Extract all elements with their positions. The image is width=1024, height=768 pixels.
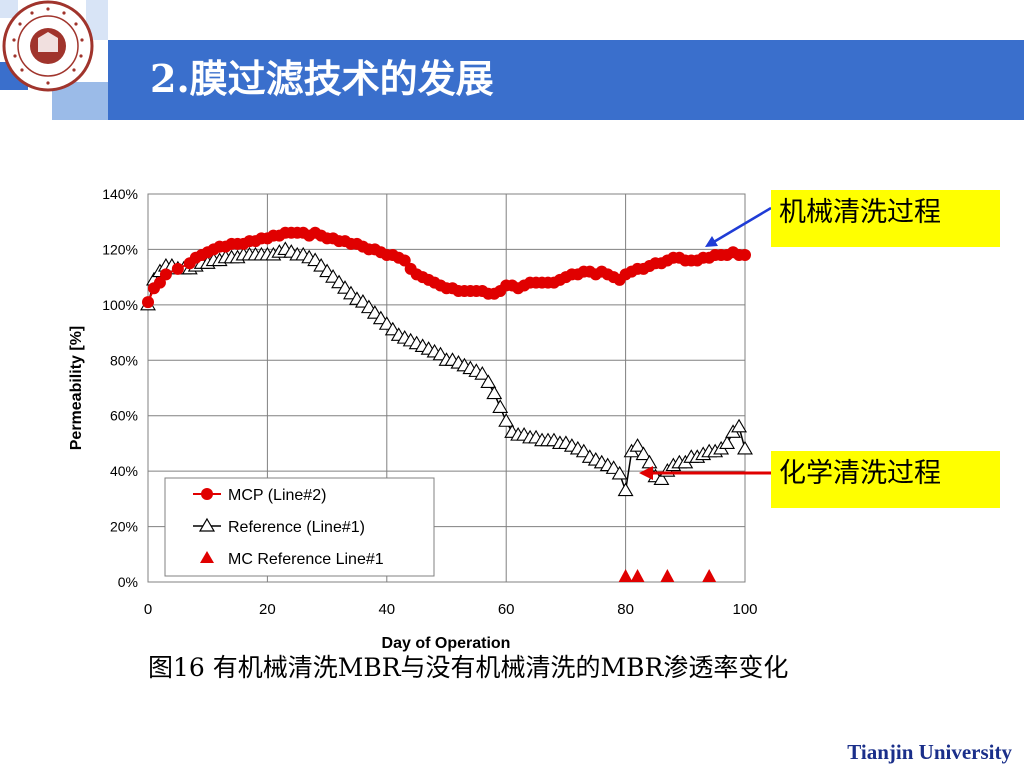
data-point-reference	[486, 385, 503, 400]
data-point-mcp	[142, 296, 154, 309]
chemical-cleaning-arrowhead	[639, 466, 653, 480]
series-mc-reference	[618, 569, 717, 582]
figure-caption: 图16 有机械清洗MBR与没有机械清洗的MBR渗透率变化	[148, 653, 789, 682]
y-axis-label: Permeability [%]	[68, 326, 85, 450]
legend-entry-mc-reference: MC Reference Line#1	[200, 551, 384, 568]
x-tick-label: 80	[617, 601, 634, 618]
mechanical-cleaning-arrowhead	[705, 236, 718, 247]
data-point-reference	[617, 482, 634, 497]
data-point-mc-reference	[630, 569, 645, 582]
x-tick-label: 100	[732, 601, 757, 618]
data-point-reference	[731, 418, 747, 433]
data-point-reference	[629, 438, 646, 452]
y-tick-label: 120%	[102, 241, 138, 257]
data-point-reference	[498, 413, 515, 427]
axis-ticks: 0% 20% 40% 60% 80% 100% 120% 140% 0 20 40 60 80 100	[102, 186, 757, 618]
callout-chemical-cleaning: 化学清洗过程	[771, 451, 1000, 508]
y-tick-label: 80%	[110, 352, 138, 368]
mechanical-cleaning-arrow	[711, 206, 772, 245]
legend-entry-mcp: MCP (Line#2)	[193, 487, 326, 504]
data-point-mcp	[153, 276, 166, 289]
data-point-reference	[737, 440, 753, 455]
footer-university: Tianjin University	[847, 740, 1012, 764]
x-tick-label: 0	[144, 601, 152, 618]
legend-label-mcp: MCP (Line#2)	[228, 487, 326, 504]
y-tick-label: 100%	[102, 297, 138, 313]
callout-mechanical-cleaning: 机械清洗过程	[771, 190, 1000, 247]
legend-label-reference: Reference (Line#1)	[228, 519, 365, 536]
data-point-mc-reference	[618, 569, 633, 582]
y-tick-label: 40%	[110, 463, 138, 479]
legend: MCP (Line#2) Reference (Line#1) MC Refer…	[164, 477, 435, 577]
legend-label-mc-reference: MC Reference Line#1	[228, 551, 384, 568]
data-point-mc-reference	[660, 569, 675, 582]
y-tick-label: 20%	[110, 519, 138, 535]
legend-marker-reference	[198, 517, 216, 532]
legend-marker-mcp	[201, 488, 213, 500]
data-point-reference	[474, 366, 491, 380]
data-point-reference	[653, 471, 670, 486]
data-point-mcp	[739, 248, 751, 261]
title-bar: 2.膜过滤技术的发展	[108, 40, 1024, 120]
y-tick-label: 60%	[110, 408, 138, 424]
data-point-reference	[480, 374, 497, 389]
series-mcp	[142, 226, 751, 309]
decor-square-4	[86, 0, 108, 40]
x-tick-label: 20	[259, 601, 276, 618]
x-axis-label: Day of Operation	[382, 635, 511, 652]
legend-entry-reference: Reference (Line#1)	[193, 517, 365, 536]
x-tick-label: 60	[498, 601, 515, 618]
data-point-mcp	[171, 262, 184, 275]
x-tick-label: 40	[378, 601, 395, 618]
y-tick-label: 140%	[102, 186, 138, 202]
legend-marker-mc-reference	[200, 551, 214, 563]
data-point-mc-reference	[702, 569, 717, 582]
series-reference	[140, 241, 753, 497]
data-point-reference	[492, 399, 509, 413]
slide-title: 2.膜过滤技术的发展	[150, 56, 494, 101]
data-point-reference	[635, 446, 652, 461]
data-point-reference	[611, 465, 628, 480]
data-point-reference	[719, 435, 736, 449]
data-point-mcp	[398, 254, 411, 267]
decor-square-1	[0, 0, 18, 18]
university-seal-logo	[2, 0, 94, 92]
data-point-mcp	[159, 268, 172, 281]
y-tick-label: 0%	[118, 574, 138, 590]
